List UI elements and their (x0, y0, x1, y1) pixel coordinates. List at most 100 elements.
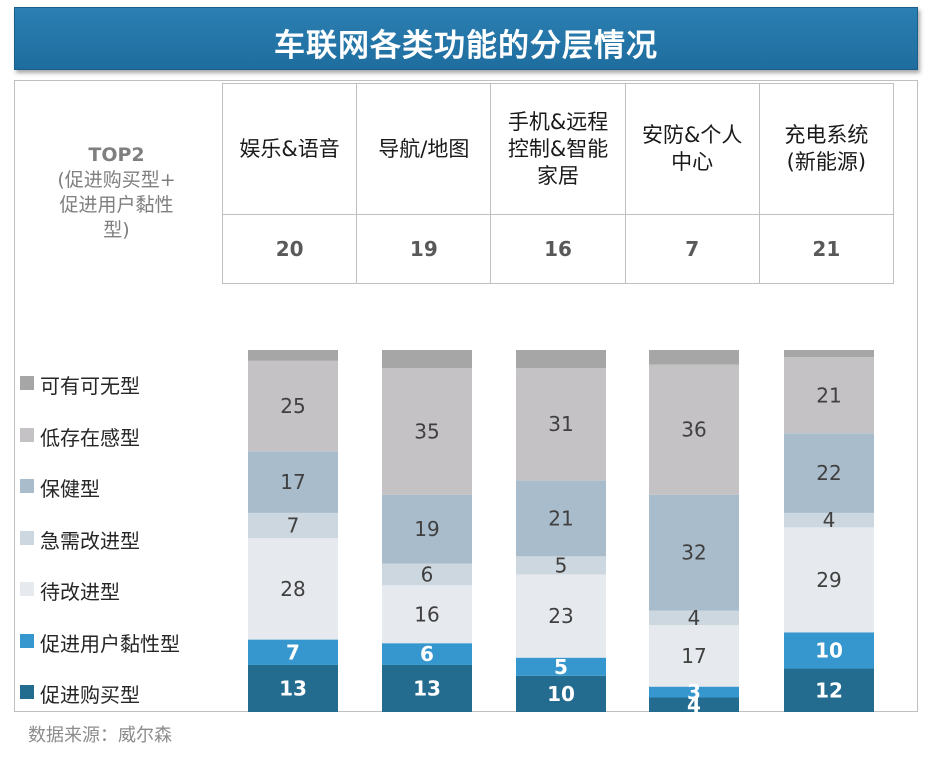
data-label: 21 (548, 506, 573, 530)
category-label-line: 导航/地图 (378, 136, 470, 161)
top2-value: 21 (758, 214, 895, 284)
legend-swatch (20, 376, 34, 390)
bar-segment (649, 350, 739, 365)
category-label-line: 安防&个人 (641, 123, 743, 147)
bar-segment (248, 451, 338, 513)
legend-label: 可有可无型 (40, 374, 140, 398)
legend-label: 促进购买型 (40, 683, 140, 707)
data-label: 19 (414, 517, 439, 541)
data-label: 3 (687, 680, 701, 704)
data-label: 4 (823, 508, 836, 532)
data-label: 5 (555, 553, 568, 577)
data-label: 35 (414, 419, 439, 443)
data-label: 10 (815, 638, 843, 662)
legend-swatch (20, 582, 34, 596)
bar-segment (649, 364, 739, 495)
data-label: 23 (548, 604, 573, 628)
data-label: 13 (279, 676, 307, 700)
bar-segment (382, 585, 472, 644)
category-label-line: 控制&智能 (507, 136, 609, 161)
bar-segment (248, 360, 338, 452)
bar-segment (516, 368, 606, 481)
bar-segment (382, 350, 472, 369)
data-label: 32 (681, 541, 706, 565)
bar-segment (784, 527, 874, 633)
data-label: 25 (280, 394, 305, 418)
bar-segment (784, 433, 874, 513)
category-header-2: 导航/地图 (356, 83, 492, 215)
legend-swatch (20, 633, 34, 648)
bar-segment (248, 664, 338, 712)
bar-segment (382, 643, 472, 665)
bar-segment (784, 350, 874, 358)
bar-segment (516, 480, 606, 557)
source-note: 数据来源：威尔森 (28, 725, 172, 746)
data-label: 16 (414, 602, 439, 626)
data-label: 17 (681, 644, 706, 668)
legend-label: 急需改进型 (40, 528, 140, 553)
legend-swatch (20, 530, 34, 545)
data-label: 10 (547, 682, 575, 706)
category-label-line: 手机&远程 (507, 109, 609, 134)
bar-segment (649, 610, 739, 626)
bar-segment (784, 512, 874, 528)
data-label: 5 (554, 655, 568, 679)
bar-segment (382, 494, 472, 564)
bar-segment (382, 563, 472, 586)
data-label: 12 (815, 678, 843, 702)
bar-segment (516, 350, 606, 369)
category-label-line: (新能源) (786, 150, 867, 174)
bar-segment (382, 664, 472, 712)
legend-swatch (20, 479, 34, 493)
bar-segment (248, 512, 338, 539)
title-bar: 车联网各类功能的分层情况 (14, 7, 918, 70)
bar-segment (248, 350, 338, 361)
top2-label-line4: 型) (103, 219, 130, 241)
top2-value: 19 (356, 214, 492, 284)
data-label: 7 (286, 640, 300, 664)
legend-swatch (20, 427, 34, 442)
legend-label: 低存在感型 (40, 425, 140, 450)
data-label: 4 (687, 693, 701, 717)
category-label-line: 家居 (537, 163, 580, 188)
bar-segment (248, 538, 338, 640)
bar-segment (516, 574, 606, 658)
data-label: 6 (420, 642, 434, 666)
top2-label-line1: TOP2 (88, 144, 145, 166)
data-label: 17 (280, 470, 305, 494)
bar-segment (649, 697, 739, 712)
legend-label: 促进用户黏性型 (40, 631, 180, 656)
data-label: 36 (681, 418, 706, 442)
bar-segment (784, 357, 874, 434)
data-label: 4 (688, 606, 701, 630)
bar-segment (649, 686, 739, 698)
bar-segment (516, 675, 606, 712)
legend-swatch (20, 685, 34, 699)
category-label-line: 中心 (671, 150, 714, 174)
category-label-line: 充电系统 (784, 123, 869, 147)
bar-segment (516, 556, 606, 575)
top2-value: 16 (490, 214, 626, 284)
category-header-5: 充电系统 (新能源) (758, 83, 895, 215)
top2-label-line2: (促进购买型+ (57, 169, 176, 191)
data-label: 29 (816, 568, 841, 592)
category-name-row: 娱乐&语音 导航/地图 手机&远程 控制&智能 家居 安防&个人 中心 充电系统 (新能源) (221, 83, 895, 215)
top2-value-row: 20 19 16 7 21 (221, 214, 895, 284)
bar-segment (248, 639, 338, 665)
data-label: 21 (816, 383, 841, 407)
data-label: 28 (280, 577, 305, 601)
category-header-3: 手机&远程 控制&智能 家居 (490, 83, 626, 215)
category-header-1: 娱乐&语音 (221, 83, 358, 215)
category-header-4: 安防&个人中心 (624, 83, 760, 215)
bar-segment (382, 368, 472, 495)
chart-title: 车联网各类功能的分层情况 (274, 28, 658, 64)
data-label: 22 (816, 461, 841, 485)
bar-segment (784, 632, 874, 669)
bar-segment (649, 625, 739, 687)
bar-segment (784, 668, 874, 712)
data-label: 31 (548, 412, 573, 436)
bar-segment (516, 657, 606, 676)
data-label: 7 (287, 514, 300, 538)
bar-segment (649, 494, 739, 611)
